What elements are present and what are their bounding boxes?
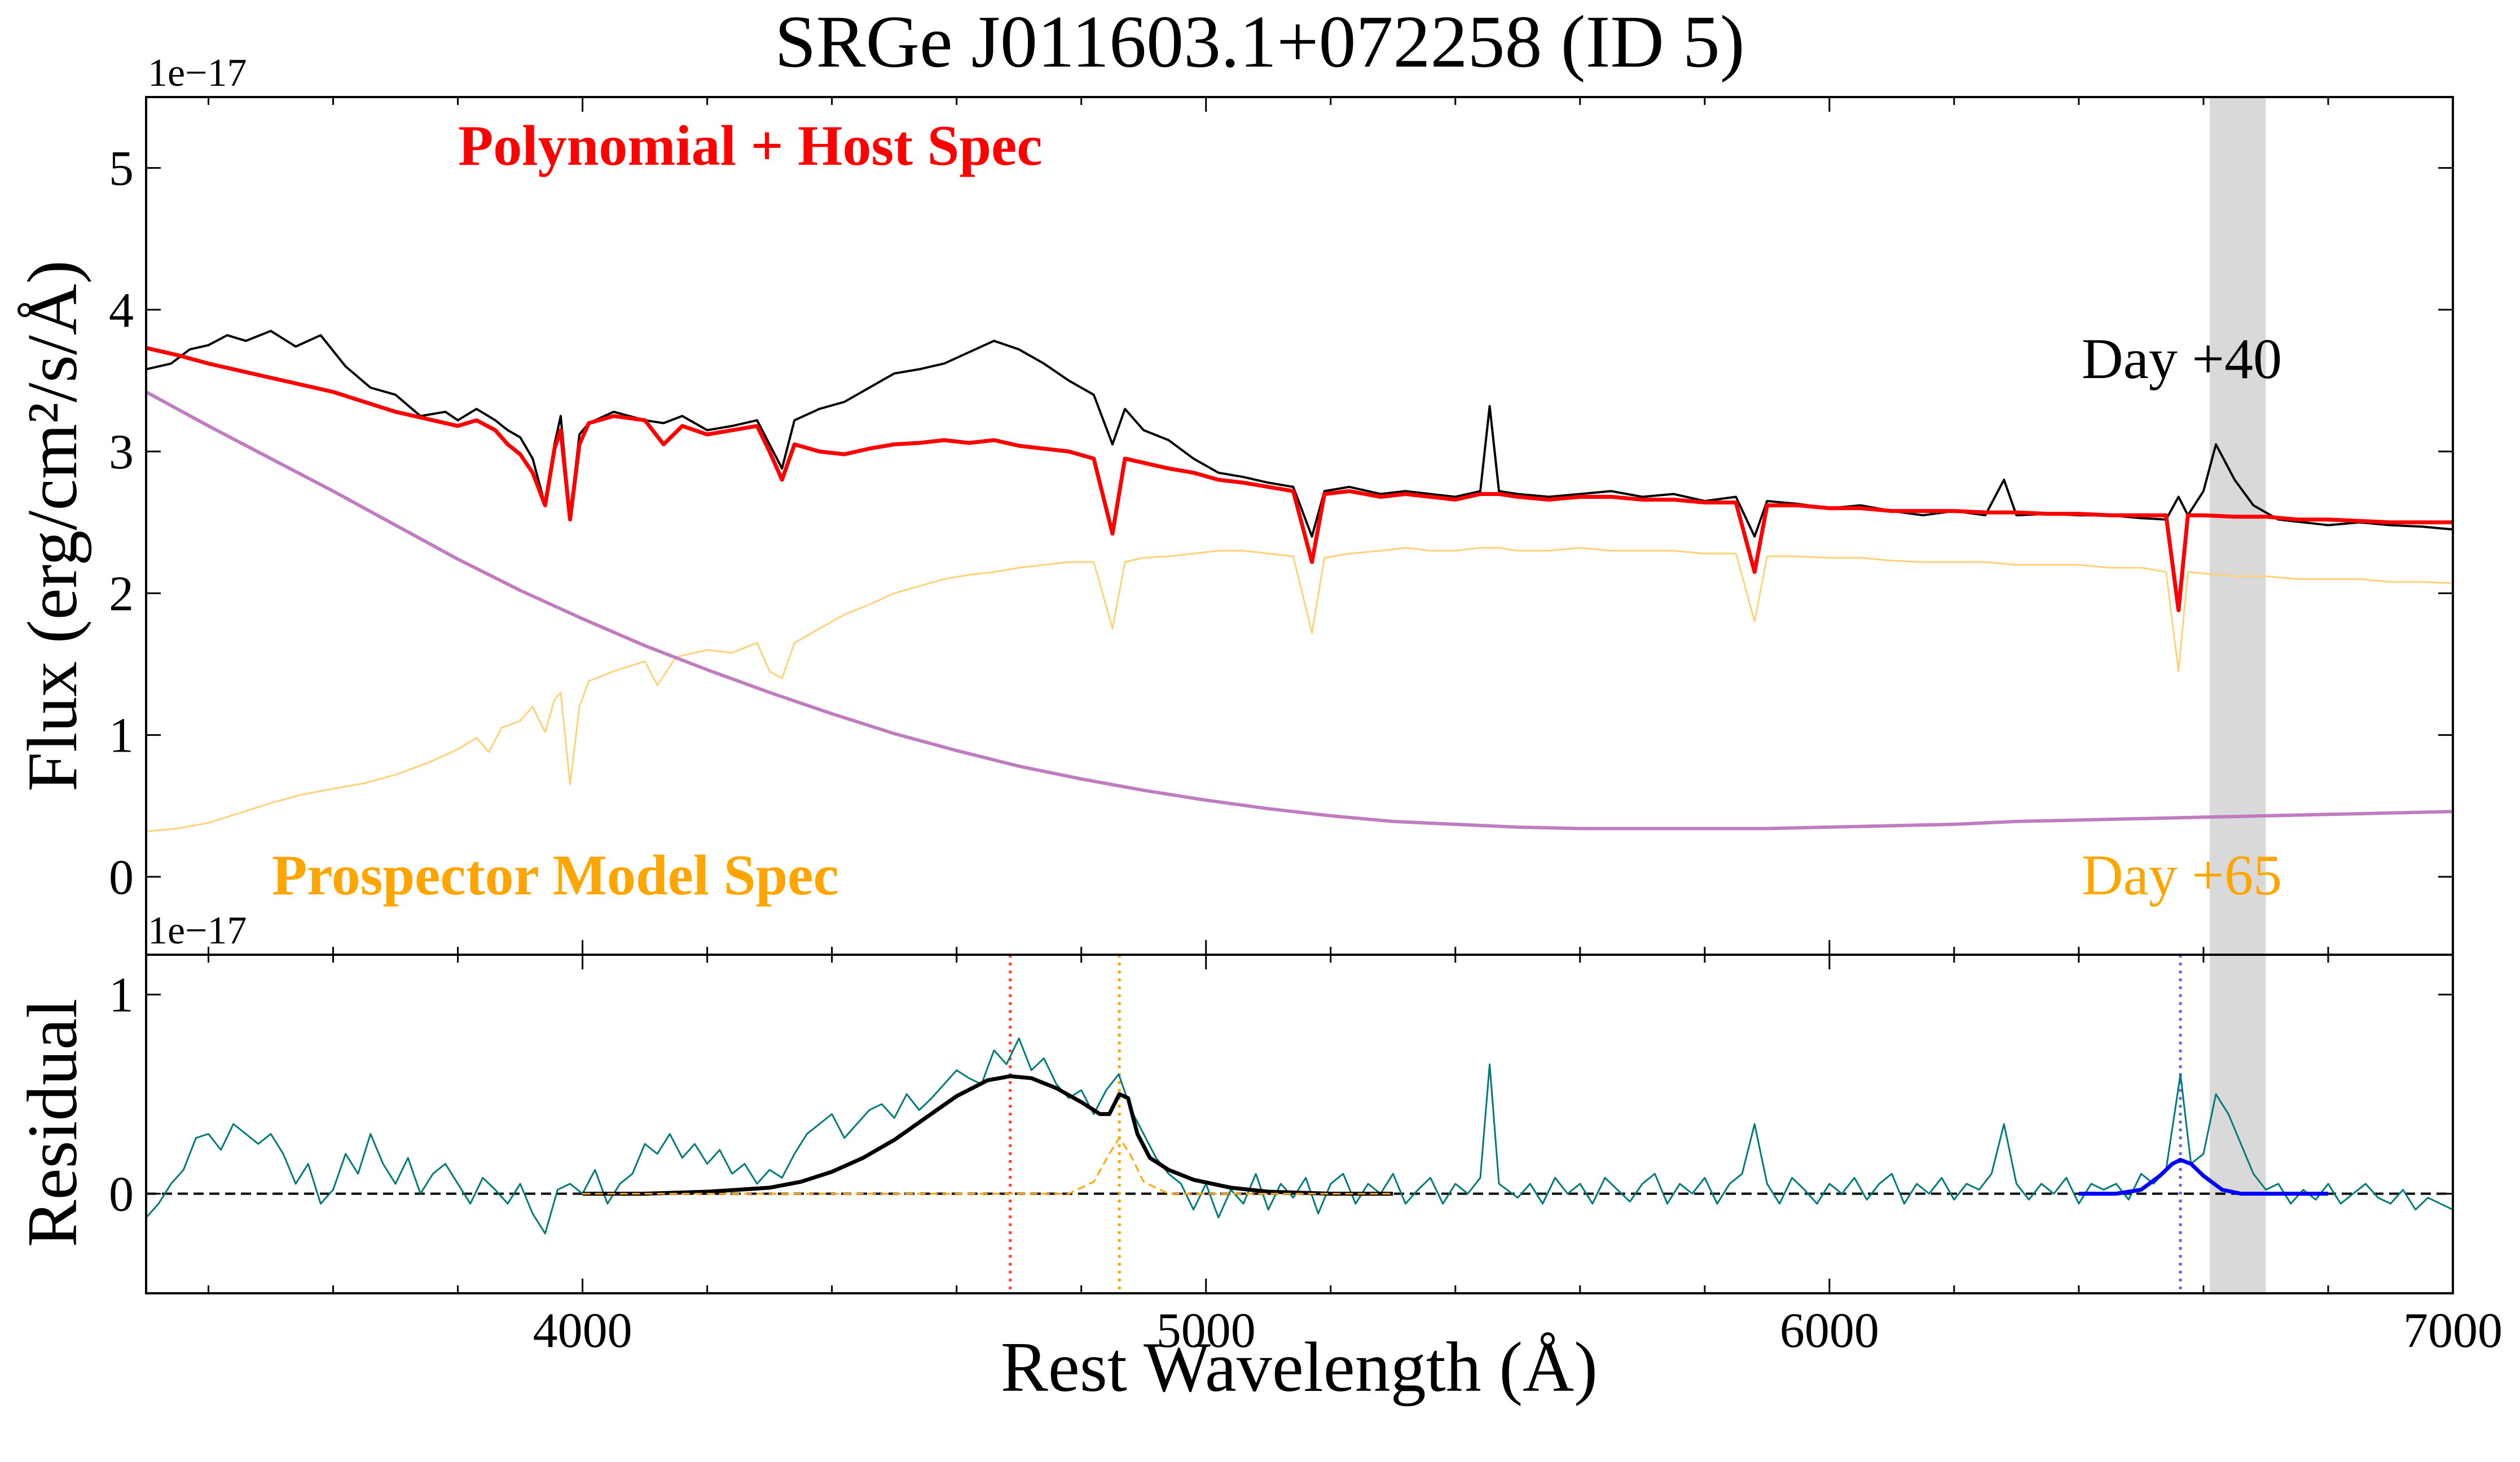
flux-series-2 [146,547,2453,832]
flux-ytick-label: 4 [109,283,134,338]
residual-ticks: 0 1 4000 5000 6000 7000 [109,955,2503,1358]
annotation-prospector-model: Prospector Model Spec [272,844,839,907]
residual-offset-text: 1e−17 [148,909,247,952]
flux-ticks: 0 1 2 3 4 5 [109,97,2453,955]
annotation-day-65: Day +65 [2082,844,2282,907]
residual-xtick-label: 7000 [2403,1303,2503,1358]
residual-plot-frame [145,954,2454,1294]
residual-series-group [145,1037,2453,1235]
flux-ytick-label: 2 [109,567,134,621]
flux-shaded-band [2209,97,2266,955]
flux-series-1 [146,346,2453,612]
residual-series-0 [145,1037,2453,1235]
annotation-day-40: Day +40 [2082,327,2282,391]
residual-ytick-label: 0 [109,1167,134,1222]
flux-ytick-label: 3 [109,425,134,480]
residual-shaded-band [2209,955,2266,1293]
residual-reference-lines [146,955,2453,1293]
flux-ytick-label: 0 [109,850,134,905]
x-axis-label: Rest Wavelength (Å) [1001,1328,1598,1407]
flux-offset-text: 1e−17 [148,51,247,95]
residual-xtick-label: 4000 [533,1303,632,1358]
flux-series-3 [145,390,2453,831]
residual-ytick-label: 1 [109,968,134,1023]
residual-ylabel: Residual [14,999,92,1248]
flux-ytick-label: 1 [109,709,134,763]
residual-panel: 0 1 4000 5000 6000 7000 1e−17 Residual Rest W… [14,909,2503,1407]
flux-plot-frame [145,96,2454,956]
residual-xtick-label: 6000 [1780,1303,1879,1358]
figure-title: SRGe J011603.1+072258 (ID 5) [775,0,1744,83]
flux-ylabel: Flux (erg/cm²/s/Å) [14,260,92,792]
residual-series-3 [2078,1158,2328,1196]
flux-panel: 0 1 2 3 4 5 1e−17 Flux (erg/cm²/s/Å) Polynomi… [14,51,2454,956]
residual-xtick-label: 5000 [1156,1303,1256,1358]
residual-series-2 [582,1137,1393,1195]
flux-series-group [145,330,2453,832]
annotation-polynomial-host: Polynomial + Host Spec [458,114,1043,178]
residual-series-1 [582,1074,1393,1196]
flux-ytick-label: 5 [109,142,134,196]
